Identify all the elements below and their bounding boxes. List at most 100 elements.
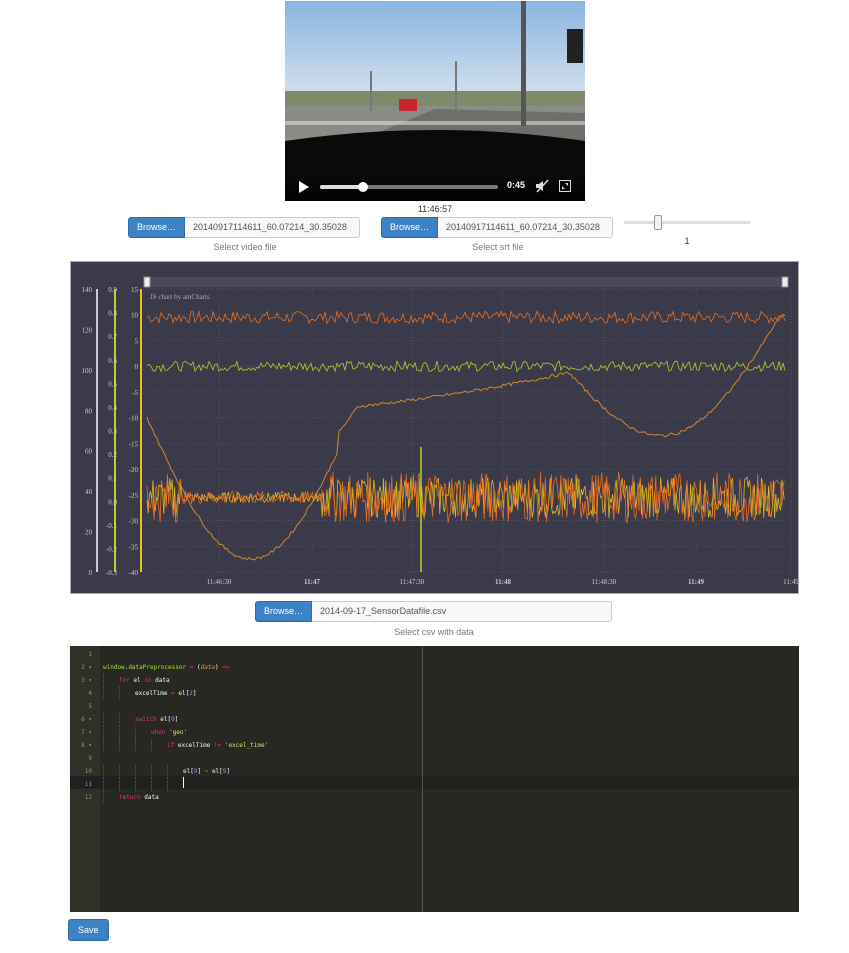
chart-x-tick-label: 11:47:30 <box>400 578 425 586</box>
chart-y-tick-label: 0 <box>135 363 139 371</box>
chart-y-tick-label: 0.2 <box>108 451 117 459</box>
chart-y-tick-label: 0.5 <box>108 380 117 388</box>
editor-indent-guide <box>103 713 104 726</box>
editor-code-line[interactable]: window.dataPreprocessor = (data) => <box>103 664 230 671</box>
offset-slider-handle[interactable] <box>654 215 663 230</box>
chart-series-line <box>146 471 785 524</box>
editor-active-line <box>70 776 799 789</box>
editor-line-number: 8 ▾ <box>81 742 92 749</box>
editor-line-number: 2 ▾ <box>81 664 92 671</box>
video-controls: 0:45 <box>285 173 585 201</box>
editor-line-number: 3 ▾ <box>81 677 92 684</box>
editor-code-line[interactable]: when 'geo' <box>151 729 188 736</box>
video-seek-handle[interactable] <box>357 182 368 192</box>
chart-y-tick-label: -10 <box>129 415 139 423</box>
offset-slider[interactable] <box>624 215 751 230</box>
chart-scrollbar[interactable] <box>147 277 785 287</box>
chart-x-tick-label: 11:46:30 <box>207 578 232 586</box>
editor-indent-guide <box>151 739 152 752</box>
editor-indent-guide <box>119 713 120 726</box>
editor-indent-guide <box>119 778 120 791</box>
editor-indent-guide <box>103 765 104 778</box>
editor-cursor <box>183 777 184 788</box>
editor-print-margin <box>422 646 423 912</box>
chart-y-tick-label: -0.1 <box>106 522 118 530</box>
chart-credit: JS chart by amCharts <box>150 293 210 301</box>
chart-x-tick-label: 11:49 <box>783 578 798 586</box>
chart-y-tick-label: 0.1 <box>108 475 117 483</box>
chart-x-tick-label: 11:49 <box>688 578 704 586</box>
chart-series-line <box>146 313 786 561</box>
chart-y-tick-label: 0.9 <box>108 286 117 294</box>
chart-y-tick-label: -15 <box>129 440 139 448</box>
chart-y-tick-label: 10 <box>131 312 139 320</box>
editor-line-number: 9 <box>88 755 92 762</box>
volume-muted-icon[interactable] <box>535 179 549 193</box>
editor-indent-guide <box>151 765 152 778</box>
chart-y-tick-label: -0.2 <box>106 545 118 553</box>
chart-scrollbar-right-grip[interactable] <box>781 276 789 288</box>
chart-y-tick-label: 20 <box>85 529 93 537</box>
editor-indent-guide <box>103 739 104 752</box>
editor-indent-guide <box>103 674 104 687</box>
editor-line-number: 10 <box>84 768 92 775</box>
browse-csv-button[interactable]: Browse… <box>255 601 313 622</box>
editor-indent-guide <box>167 765 168 778</box>
chart-y-tick-label: 15 <box>131 286 139 294</box>
chart-series-line <box>146 310 786 325</box>
editor-code-line[interactable]: switch el[0] <box>135 716 179 723</box>
chart-y-tick-label: 0.8 <box>108 310 117 318</box>
chart-scrollbar-left-grip[interactable] <box>143 276 151 288</box>
chart-y-tick-label: 0.6 <box>108 357 117 365</box>
save-button[interactable]: Save <box>68 919 109 941</box>
browse-srt-button[interactable]: Browse… <box>381 217 439 238</box>
video-seek-bar[interactable] <box>320 182 498 192</box>
editor-indent-guide <box>151 778 152 791</box>
video-seek-fill <box>320 185 363 189</box>
video-frame <box>285 1 585 201</box>
chart-y-tick-label: 140 <box>82 286 93 294</box>
chart-y-tick-label: 120 <box>82 326 93 334</box>
chart-y-tick-label: 0.4 <box>108 404 117 412</box>
code-editor[interactable]: 1 2 ▾ window.dataPreprocessor = (data) => 3… <box>70 646 799 912</box>
video-time: 0:45 <box>507 180 526 190</box>
editor-code-line[interactable]: for el in data <box>119 677 170 684</box>
chart-series-line <box>146 360 786 373</box>
chart-y-tick-label: 60 <box>85 448 93 456</box>
srt-file-help: Select srt file <box>472 242 524 252</box>
play-icon[interactable] <box>299 181 309 193</box>
chart-y-tick-label: -5 <box>132 389 138 397</box>
srt-file-group: Browse… 20140917114611_60.07214_30.35028 <box>381 217 614 238</box>
editor-indent-guide <box>103 726 104 739</box>
chart-x-tick-label: 11:47 <box>304 578 320 586</box>
chart-y-tick-label: 0 <box>89 569 93 577</box>
video-filename-field[interactable]: 20140917114611_60.07214_30.35028 <box>185 217 361 238</box>
sensor-chart[interactable]: JS chart by amCharts 140 120 100 80 60 40 20 0 0.… <box>70 261 799 594</box>
editor-indent-guide <box>119 687 120 700</box>
chart-y-tick-label: 0.7 <box>108 333 117 341</box>
editor-line-number: 1 <box>88 651 92 658</box>
chart-y-tick-label: -40 <box>129 569 139 577</box>
video-current-time: 11:46:57 <box>417 204 453 214</box>
fullscreen-icon[interactable] <box>559 180 571 192</box>
editor-code-line[interactable]: el[9] = el[9] <box>183 768 231 775</box>
editor-code-line[interactable]: if excelTime != 'excel_time' <box>167 742 269 749</box>
csv-filename-field[interactable]: 2014-09-17_SensorDatafile.csv <box>312 601 613 622</box>
chart-y-tick-label: 40 <box>85 488 93 496</box>
chart-y-tick-label: -30 <box>129 518 139 526</box>
video-file-group: Browse… 20140917114611_60.07214_30.35028 <box>128 217 361 238</box>
editor-line-number: 11 <box>84 781 92 788</box>
editor-indent-guide <box>135 726 136 739</box>
chart-y-tick-label: -20 <box>129 466 139 474</box>
chart-y-tick-label: 100 <box>82 367 93 375</box>
editor-indent-guide <box>103 687 104 700</box>
srt-filename-field[interactable]: 20140917114611_60.07214_30.35028 <box>438 217 614 238</box>
chart-y-tick-label: -25 <box>129 492 139 500</box>
chart-y-tick-label: 5 <box>135 337 139 345</box>
editor-code-line[interactable]: excelTime = el[2] <box>135 690 197 697</box>
video-player[interactable]: 0:45 <box>285 1 585 201</box>
editor-code-line[interactable]: return data <box>119 794 159 801</box>
browse-video-button[interactable]: Browse… <box>128 217 186 238</box>
editor-line-number: 6 ▾ <box>81 716 92 723</box>
sensor-chart-svg: JS chart by amCharts1401201008060402000.… <box>82 276 798 586</box>
